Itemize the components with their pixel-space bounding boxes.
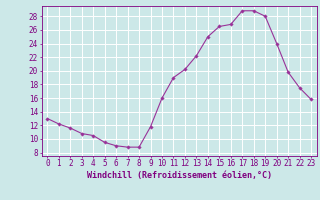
X-axis label: Windchill (Refroidissement éolien,°C): Windchill (Refroidissement éolien,°C) — [87, 171, 272, 180]
